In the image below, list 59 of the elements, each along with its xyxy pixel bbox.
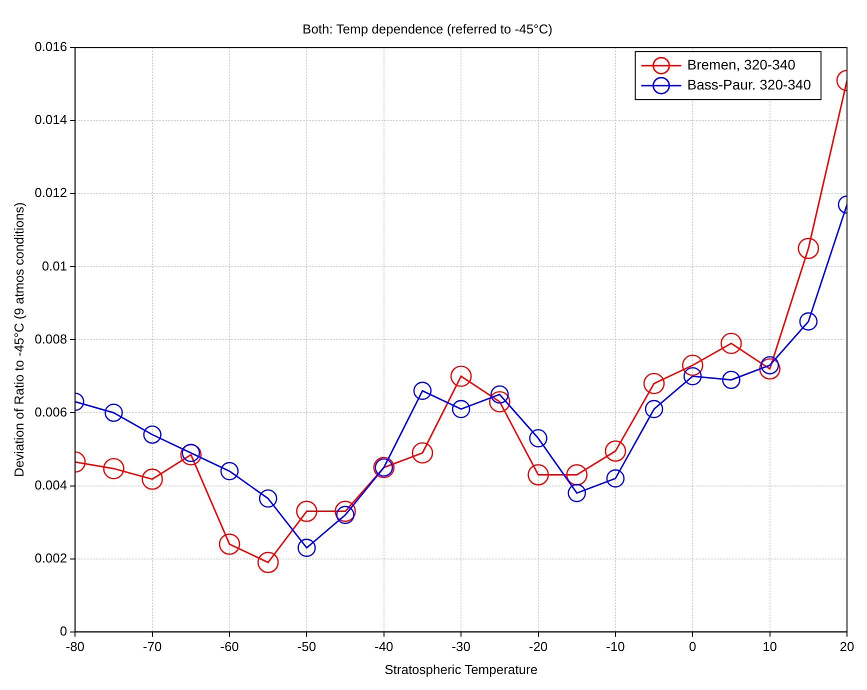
point: [490, 385, 509, 404]
point: [450, 366, 472, 387]
point: [566, 464, 588, 486]
point: [644, 400, 664, 418]
x-tick-label: -60: [220, 639, 239, 654]
y-tick-label: 0.006: [34, 404, 68, 420]
x-tick-label: 20: [840, 639, 854, 654]
x-tick-label: -20: [528, 639, 548, 654]
point: [798, 238, 820, 260]
point: [103, 458, 124, 480]
point: [604, 440, 626, 462]
point: [143, 425, 162, 444]
point: [336, 506, 354, 524]
y-axis-title: Deviation of Ratio to -45°C (9 atmos conditions): [11, 202, 26, 478]
point: [722, 370, 740, 390]
point: [720, 332, 742, 354]
point: [257, 552, 279, 574]
x-tick-label: -40: [374, 639, 394, 654]
point: [489, 391, 510, 412]
point: [296, 500, 318, 522]
x-tick-label: 10: [762, 639, 778, 654]
point: [413, 382, 432, 400]
point: [683, 367, 702, 386]
point: [643, 372, 665, 394]
point: [298, 538, 316, 557]
x-tick-label: -10: [606, 639, 625, 654]
point: [452, 400, 470, 418]
x-tick-label: -80: [66, 639, 85, 654]
y-tick-label: 0.004: [34, 477, 68, 492]
y-tick-label: 0.01: [42, 258, 68, 274]
x-tick-label: -30: [452, 639, 470, 654]
point: [528, 464, 549, 486]
point: [799, 312, 818, 331]
x-tick-label: -50: [297, 639, 316, 654]
y-tick-label: 0.014: [34, 112, 68, 128]
point: [568, 484, 586, 502]
y-tick-label: 0.008: [34, 331, 68, 346]
point: [759, 358, 780, 380]
point: [218, 534, 240, 555]
x-axis-title: Stratospheric Temperature: [384, 662, 538, 677]
point: [529, 429, 548, 448]
legend-label: Bass-Paur. 320-340: [687, 76, 812, 92]
point: [104, 404, 123, 422]
point: [682, 354, 704, 376]
point: [334, 500, 356, 522]
point: [258, 489, 278, 508]
x-tick-label: -70: [142, 639, 162, 654]
point: [412, 442, 434, 464]
point: [760, 356, 779, 374]
y-tick-label: 0.002: [34, 550, 68, 566]
legend-label: Bremen, 320-340: [687, 56, 796, 72]
y-tick-label: 0.016: [34, 39, 68, 54]
chart-title: Both: Temp dependence (referred to -45°C): [302, 21, 552, 36]
x-tick-label: 0: [689, 639, 696, 654]
point: [220, 462, 239, 480]
y-tick-label: 0: [60, 623, 68, 638]
point: [606, 469, 625, 488]
y-tick-label: 0.012: [34, 185, 68, 200]
point: [142, 468, 163, 490]
